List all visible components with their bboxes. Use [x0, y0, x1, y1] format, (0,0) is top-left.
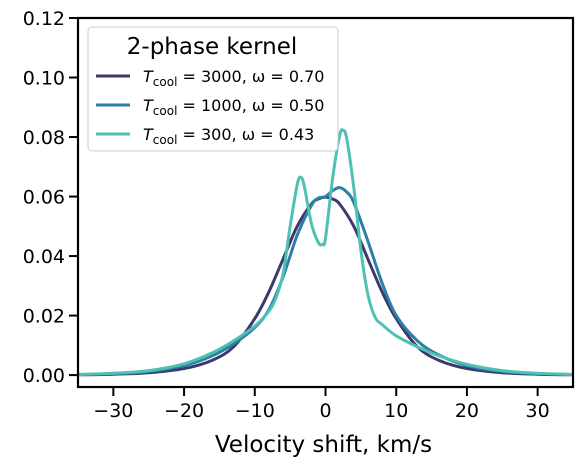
- series-line-1: [78, 186, 573, 376]
- legend-entry-2: Tcool = 300, ω = 0.43: [143, 125, 314, 147]
- x-tick-label: 0: [319, 400, 331, 422]
- y-tick-label: 0.12: [23, 8, 65, 30]
- axis-ticks: −30 −20 −10 0 10 20 30 0.00 0.02 0.04 0.06 0.08 0.10…: [23, 8, 550, 422]
- x-tick-label: 30: [526, 400, 550, 422]
- x-tick-label: −10: [235, 400, 275, 422]
- x-tick-label: −20: [164, 400, 204, 422]
- legend-box: [87, 26, 339, 152]
- legend-title: 2-phase kernel: [127, 34, 297, 60]
- y-tick-label: 0.00: [23, 365, 65, 387]
- y-tick-label: 0.08: [23, 127, 65, 149]
- y-tick-label: 0.06: [23, 187, 65, 209]
- plot-frame: [76, 16, 575, 389]
- x-tick-label: 10: [384, 400, 408, 422]
- y-tick-label: 0.02: [23, 306, 65, 328]
- x-tick-label: −30: [93, 400, 133, 422]
- y-tick-label: 0.04: [23, 246, 65, 268]
- x-tick-label: 20: [455, 400, 479, 422]
- legend: 2-phase kernel Tcool = 3000, ω = 0.70 Tco…: [87, 26, 339, 152]
- series-group: [78, 128, 573, 377]
- y-tick-label: 0.10: [23, 68, 65, 90]
- series-line-0: [78, 195, 573, 377]
- x-axis-label: Velocity shift, km/s: [215, 432, 432, 458]
- series-line-2: [78, 128, 573, 376]
- legend-entry-1: Tcool = 1000, ω = 0.50: [143, 96, 324, 118]
- legend-entry-0: Tcool = 3000, ω = 0.70: [143, 67, 324, 89]
